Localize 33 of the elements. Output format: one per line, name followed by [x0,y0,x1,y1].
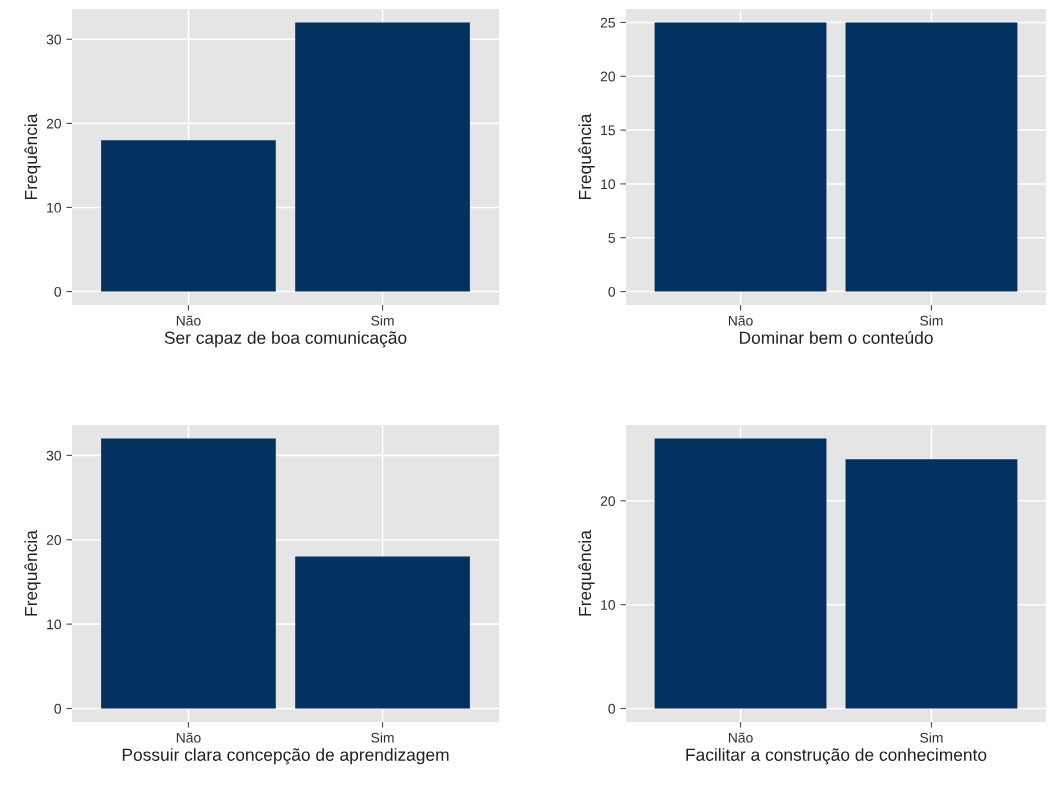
x-axis-title: Dominar bem o conteúdo [739,330,933,344]
x-axis-title: Ser capaz de boa comunicação [164,331,407,348]
y-tick-label: 15 [601,125,615,136]
y-tick-label: 0 [608,286,616,297]
y-tick-label: 30 [46,450,62,461]
y-tick-label: 10 [47,202,62,213]
y-tick-label: 30 [46,34,62,45]
x-axis-title: Possuir clara concepção de aprendizagem [122,748,449,765]
y-tick-label: 0 [608,703,616,714]
x-tick-label: Não [728,315,753,326]
y-tick-label: 20 [46,535,62,545]
x-tick-label: Não [176,732,201,743]
x-tick-label: Sim [920,315,943,326]
x-tick-label: Sim [920,732,943,743]
y-axis-title: Frequência [24,113,41,199]
y-tick-label: 5 [608,233,615,243]
y-tick-label: 10 [601,179,616,190]
y-axis-title: Frequência [24,530,41,616]
y-tick-label: 20 [600,496,616,506]
x-tick-label: Sim [371,315,394,326]
x-tick-label: Não [176,315,201,326]
y-tick-label: 10 [47,619,62,630]
x-tick-label: Sim [371,732,394,743]
y-axis-title: Frequência [578,113,595,199]
y-tick-label: 10 [601,599,616,610]
y-tick-label: 25 [600,17,615,28]
x-tick-label: Não [728,732,753,743]
y-axis-title: Frequência [578,530,595,616]
y-tick-label: 20 [600,71,616,82]
y-tick-label: 20 [46,118,62,129]
y-tick-label: 0 [54,286,62,297]
x-axis-title: Facilitar a construção de conhecimento [686,748,987,765]
y-tick-label: 0 [54,703,62,714]
